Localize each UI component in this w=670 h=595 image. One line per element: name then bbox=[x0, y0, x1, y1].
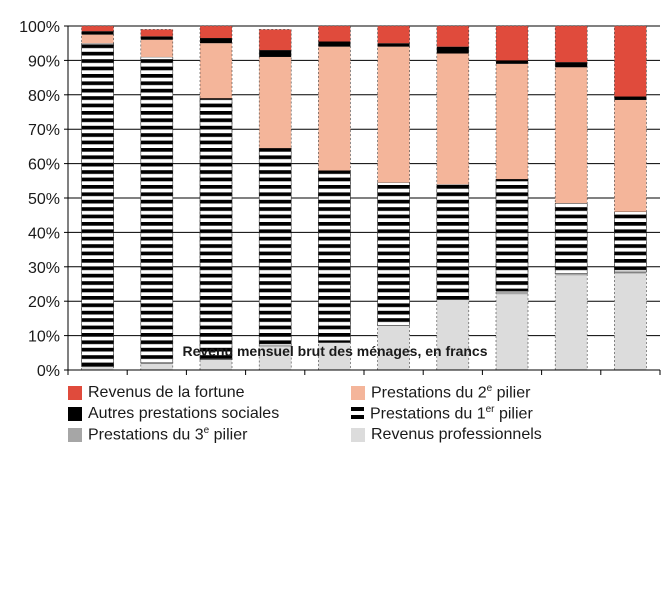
bar-segment-revenus-de-la-fortune bbox=[614, 26, 647, 97]
axes bbox=[64, 25, 661, 375]
y-tick-label: 90% bbox=[28, 53, 60, 70]
bar-segment-prestations-du-1er-pilier bbox=[258, 147, 292, 347]
bar-segment-revenus-de-la-fortune bbox=[377, 26, 410, 44]
bar-segment-revenus-de-la-fortune bbox=[496, 26, 528, 61]
bar-segment-prestations-du-2e-pilier bbox=[318, 46, 351, 171]
bar-segment-prestations-du-2e-pilier bbox=[436, 53, 469, 185]
x-tick-label: 4001 bbox=[258, 379, 293, 380]
legend-label-autres: Autres prestations sociales bbox=[88, 405, 280, 422]
legend-label-p1: Prestations du 1er pilier bbox=[370, 404, 533, 423]
bar-segment-revenus-de-la-fortune bbox=[200, 26, 232, 39]
legend-item-fortune: Revenus de la fortune bbox=[68, 383, 245, 403]
bar-segment-prestations-du-1er-pilier bbox=[614, 211, 647, 273]
x-tick-label: 6001 bbox=[376, 379, 411, 380]
legend-label-fortune: Revenus de la fortune bbox=[88, 384, 245, 401]
y-tick-label: 60% bbox=[28, 157, 60, 174]
bar-segment-prestations-du-2e-pilier bbox=[81, 34, 114, 44]
y-tick-label: 50% bbox=[28, 191, 60, 208]
bar-segment-revenus-de-la-fortune bbox=[259, 29, 292, 51]
bar-segment-autres-prestations-sociales bbox=[377, 43, 410, 47]
legend-item-prof: Revenus professionnels bbox=[351, 425, 542, 445]
bar-segment-prestations-du-2e-pilier bbox=[377, 46, 410, 183]
y-tick-label: 40% bbox=[28, 225, 60, 242]
legend-item-p3: Prestations du 3e pilier bbox=[68, 425, 247, 445]
bar-segment-prestations-du-2e-pilier bbox=[555, 67, 588, 204]
bar-segment-prestations-du-1er-pilier bbox=[81, 42, 114, 367]
y-tick-label: 30% bbox=[28, 260, 60, 277]
legend-swatch-p3 bbox=[68, 428, 82, 442]
bar-segment-prestations-du-1er-pilier bbox=[318, 170, 351, 343]
bar-segment-revenus-de-la-fortune bbox=[555, 26, 588, 63]
bar-segment-autres-prestations-sociales bbox=[496, 60, 528, 64]
bar-segment-prestations-du-3e-pilier bbox=[555, 273, 588, 276]
x-tick-label: 9001 bbox=[554, 379, 589, 380]
bar-segment-prestations-du-3e-pilier bbox=[496, 290, 528, 295]
bar-segment-autres-prestations-sociales bbox=[81, 31, 114, 35]
bar-segment-prestations-du-1er-pilier bbox=[554, 202, 588, 274]
bar-segment-revenus-professionnels bbox=[318, 342, 351, 370]
legend-item-autres: Autres prestations sociales bbox=[68, 404, 279, 424]
bar-segment-prestations-du-1er-pilier bbox=[377, 182, 410, 326]
y-tick-label: 70% bbox=[28, 122, 60, 139]
legend-swatch-p2 bbox=[351, 386, 365, 400]
bar-segment-revenus-professionnels bbox=[140, 363, 173, 370]
x-tick-label: 3001 bbox=[198, 379, 233, 380]
bar-segment-revenus-professionnels bbox=[81, 366, 114, 370]
x-tick-labels: <20012001à30003001à40004001à50005001à600… bbox=[93, 379, 635, 380]
legend-item-p1: Prestations du 1er pilier bbox=[351, 404, 533, 424]
legend-swatch-fortune bbox=[68, 386, 82, 400]
bar-segment-revenus-professionnels bbox=[496, 294, 528, 370]
x-tick-label: > bbox=[626, 379, 635, 380]
bar-segment-revenus-professionnels bbox=[614, 273, 647, 370]
bar-segment-prestations-du-3e-pilier bbox=[614, 271, 647, 274]
bar-segment-prestations-du-2e-pilier bbox=[614, 99, 647, 212]
bar-segment-revenus-de-la-fortune bbox=[140, 29, 173, 37]
legend-swatch-prof bbox=[351, 428, 365, 442]
bar-segment-revenus-de-la-fortune bbox=[318, 26, 351, 42]
bar-segment-autres-prestations-sociales bbox=[555, 62, 588, 68]
stacked-bar-chart: 0% 10% 20% 30% 40% 50% 60% 70% 80% 90% 100% <20012… bbox=[19, 19, 661, 380]
x-axis-label: Revenu mensuel brut des ménages, en fran… bbox=[182, 343, 488, 359]
bar-segment-autres-prestations-sociales bbox=[140, 36, 173, 40]
bar-segment-prestations-du-2e-pilier bbox=[200, 43, 232, 99]
x-tick-label: < bbox=[93, 379, 102, 380]
bar-segment-autres-prestations-sociales bbox=[318, 41, 351, 47]
bar-segment-autres-prestations-sociales bbox=[614, 96, 647, 100]
legend-label-prof: Revenus professionnels bbox=[371, 426, 542, 443]
bar-segment-autres-prestations-sociales bbox=[259, 50, 292, 57]
bar-segment-prestations-du-2e-pilier bbox=[140, 39, 173, 57]
bar-segment-autres-prestations-sociales bbox=[200, 38, 232, 44]
y-tick-label: 100% bbox=[19, 19, 60, 36]
y-tick-label: 80% bbox=[28, 88, 60, 105]
x-tick-label: 5001 bbox=[317, 379, 352, 380]
legend-swatch-p1 bbox=[351, 407, 364, 421]
legend-label-p3: Prestations du 3e pilier bbox=[88, 425, 248, 444]
bar-segment-revenus-professionnels bbox=[200, 359, 232, 370]
bar-segment-revenus-de-la-fortune bbox=[436, 26, 469, 47]
bars bbox=[81, 25, 647, 371]
bar-segment-revenus-de-la-fortune bbox=[81, 26, 114, 32]
bar-segment-autres-prestations-sociales bbox=[436, 46, 469, 54]
y-tick-label: 20% bbox=[28, 294, 60, 311]
bar-segment-revenus-professionnels bbox=[259, 345, 292, 370]
bar-segment-prestations-du-1er-pilier bbox=[436, 183, 470, 300]
x-tick-label: 7001 bbox=[435, 379, 470, 380]
bar-segment-prestations-du-1er-pilier bbox=[140, 56, 174, 364]
bar-segment-prestations-du-1er-pilier bbox=[495, 178, 529, 292]
legend-item-p2: Prestations du 2e pilier bbox=[351, 383, 530, 403]
y-tick-label: 0% bbox=[37, 363, 60, 380]
bar-segment-revenus-professionnels bbox=[555, 275, 588, 370]
legend-label-p2: Prestations du 2e pilier bbox=[371, 383, 531, 402]
x-tick-label: 2001 bbox=[139, 379, 174, 380]
bar-segment-prestations-du-2e-pilier bbox=[496, 63, 528, 180]
x-tick-label: 8001 bbox=[494, 379, 529, 380]
bar-segment-prestations-du-1er-pilier bbox=[199, 97, 233, 360]
y-tick-label: 10% bbox=[28, 329, 60, 346]
bar-segment-prestations-du-2e-pilier bbox=[259, 56, 292, 149]
bar-segment-revenus-professionnels bbox=[436, 299, 469, 370]
bar-segment-revenus-professionnels bbox=[377, 325, 410, 370]
legend-swatch-autres bbox=[68, 407, 82, 421]
y-tick-labels: 0% 10% 20% 30% 40% 50% 60% 70% 80% 90% 100% bbox=[19, 19, 60, 380]
